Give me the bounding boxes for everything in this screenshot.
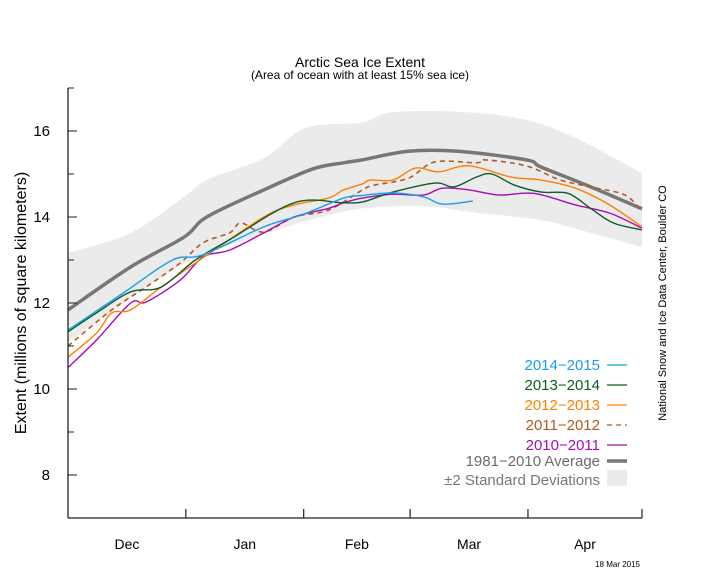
- series-layer: [67, 148, 643, 369]
- y-tick-label: 12: [33, 295, 50, 312]
- series-line-2014-2015: [67, 192, 473, 331]
- series-line-2013-2014: [67, 172, 643, 333]
- legend-swatch-band: [607, 470, 627, 486]
- chart-title: Arctic Sea Ice Extent: [295, 54, 425, 70]
- series-line-1981-2010-average: [67, 148, 643, 312]
- chart-subtitle: (Area of ocean with at least 15% sea ice…: [251, 68, 469, 82]
- legend: 2014−2015 2013−2014 2012−2013 2011−2012 2010…: [444, 357, 627, 489]
- y-tick-label: 14: [33, 209, 50, 226]
- legend-label: 2011−2012: [526, 417, 600, 434]
- legend-label: ±2 Standard Deviations: [444, 472, 600, 489]
- legend-label: 2012−2013: [525, 397, 601, 414]
- axes: 8 10 12 14 16 Dec Jan Feb Mar Apr: [33, 87, 643, 552]
- x-tick-label: Jan: [233, 536, 256, 552]
- legend-label: 1981−2010 Average: [466, 453, 600, 470]
- legend-label: 2013−2014: [525, 377, 601, 394]
- legend-label: 2010−2011: [526, 437, 600, 454]
- y-tick-label: 16: [33, 123, 50, 140]
- x-tick-label: Mar: [457, 536, 481, 552]
- y-tick-label: 8: [42, 467, 50, 484]
- std-dev-band-layer: [68, 110, 642, 342]
- y-tick-label: 10: [33, 381, 50, 398]
- x-tick-label: Apr: [574, 536, 596, 552]
- credit-label: National Snow and Ice Data Center, Bould…: [657, 185, 669, 421]
- x-tick-label: Dec: [114, 536, 139, 552]
- y-axis-label: Extent (millions of square kilometers): [13, 172, 30, 434]
- date-stamp: 18 Mar 2015: [595, 560, 640, 569]
- series-line-2012-2013: [67, 165, 643, 358]
- legend-label: 2014−2015: [525, 357, 601, 374]
- std-dev-band: [68, 110, 642, 342]
- x-tick-label: Feb: [345, 536, 369, 552]
